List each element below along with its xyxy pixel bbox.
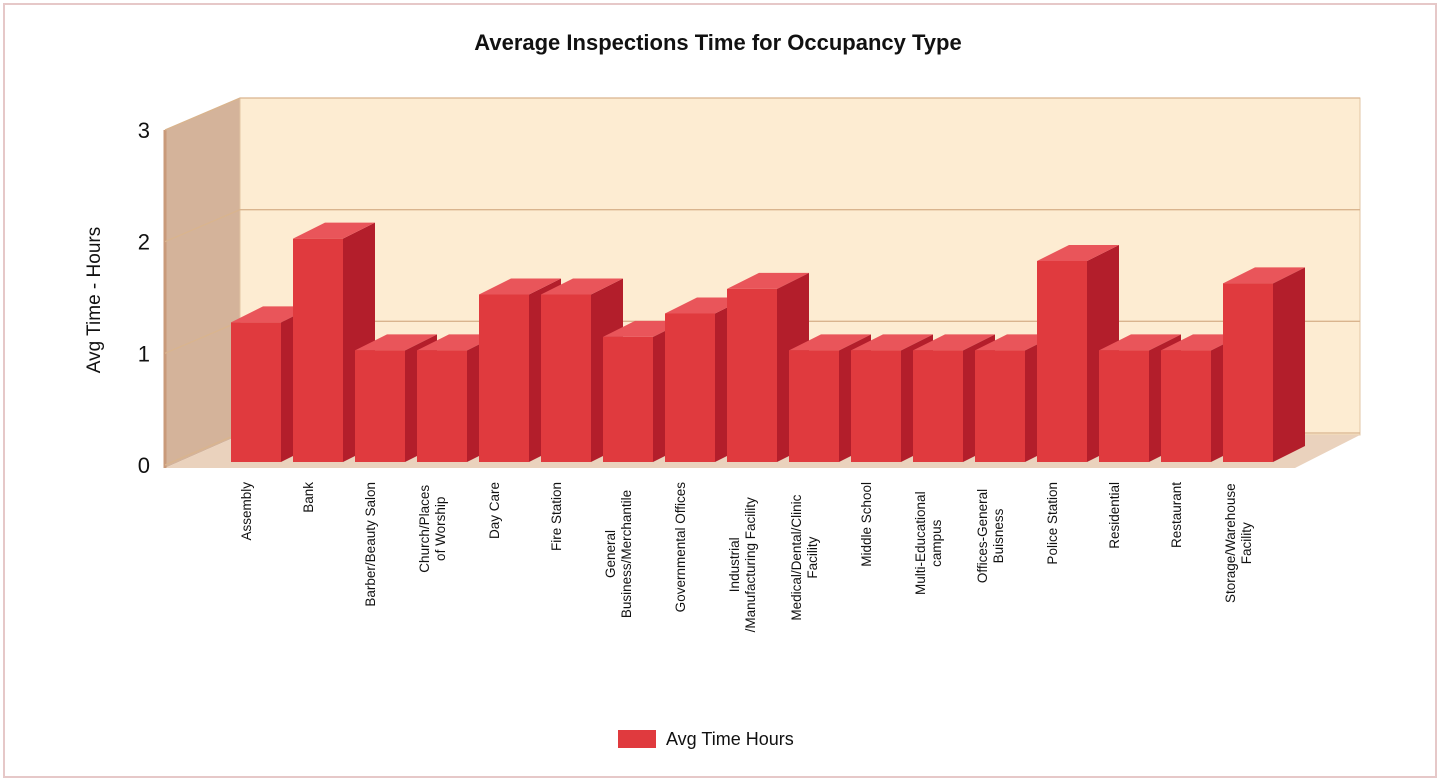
bar-top bbox=[293, 222, 375, 239]
bar-top bbox=[851, 334, 933, 351]
bar-front bbox=[1223, 283, 1273, 462]
y-tick-label: 3 bbox=[138, 118, 150, 143]
bar-front bbox=[665, 313, 715, 462]
bar-front bbox=[479, 294, 529, 462]
bar-front bbox=[1099, 350, 1149, 462]
x-tick-label: Residential bbox=[1107, 482, 1122, 549]
bar-top bbox=[603, 320, 685, 337]
x-tick-label: Church/Placesof Worship bbox=[417, 485, 448, 573]
bar-top bbox=[665, 297, 747, 314]
bar-top bbox=[1037, 245, 1119, 261]
x-tick-label: Multi-Educationalcampus bbox=[913, 491, 944, 595]
bar-top bbox=[1099, 334, 1181, 351]
bar-front bbox=[789, 350, 839, 462]
bar-top bbox=[355, 334, 437, 351]
side-wall bbox=[165, 98, 240, 468]
bar-front bbox=[975, 350, 1025, 462]
x-tick-label: Governmental Offices bbox=[673, 482, 688, 613]
x-tick-label: Restaurant bbox=[1169, 482, 1184, 548]
x-tick-label: Offices-GeneralBuisness bbox=[975, 489, 1006, 583]
bar-front bbox=[355, 350, 405, 462]
x-tick-label: Industrial/Manufacturing Facility bbox=[727, 497, 758, 632]
legend-label: Avg Time Hours bbox=[666, 729, 794, 749]
bar-top bbox=[1161, 334, 1243, 351]
x-tick-label: Barber/Beauty Salon bbox=[363, 482, 378, 607]
bar-front bbox=[913, 350, 963, 462]
bar-front bbox=[1161, 350, 1211, 462]
bar-front bbox=[293, 238, 343, 462]
x-tick-label: Middle School bbox=[859, 482, 874, 567]
bar-top bbox=[975, 334, 1057, 351]
x-tick-label: Storage/WarehouseFacility bbox=[1223, 483, 1254, 603]
chart-title: Average Inspections Time for Occupancy T… bbox=[474, 30, 961, 55]
x-tick-label: GeneralBusiness/Merchantile bbox=[603, 490, 634, 618]
bar-top bbox=[789, 334, 871, 351]
x-tick-label: Bank bbox=[301, 482, 316, 513]
y-tick-label: 0 bbox=[138, 453, 150, 478]
bar-top bbox=[541, 278, 623, 295]
x-tick-label: Fire Station bbox=[549, 482, 564, 551]
grid-line bbox=[164, 209, 1360, 243]
x-tick-label: Day Care bbox=[487, 482, 502, 539]
bar-top bbox=[913, 334, 995, 351]
bar-front bbox=[541, 294, 591, 462]
y-axis-label: Avg Time - Hours bbox=[84, 227, 105, 373]
bar-top bbox=[479, 278, 561, 295]
bar-top bbox=[231, 306, 313, 323]
grid-line bbox=[164, 97, 1360, 131]
bar-top bbox=[417, 334, 499, 351]
y-tick-label: 2 bbox=[138, 230, 150, 255]
bar-front bbox=[727, 288, 777, 462]
bar-front bbox=[603, 336, 653, 462]
bar bbox=[1223, 267, 1305, 462]
bar-front bbox=[851, 350, 901, 462]
x-tick-label: Medical/Dental/ClinicFacility bbox=[789, 494, 820, 620]
bar-front bbox=[417, 350, 467, 462]
bar-top bbox=[1223, 267, 1305, 284]
bar-top bbox=[727, 272, 809, 289]
bar-side bbox=[1273, 267, 1305, 462]
bar-front bbox=[1037, 261, 1087, 462]
bar-front bbox=[231, 322, 281, 462]
legend-swatch bbox=[618, 730, 656, 748]
y-tick-label: 1 bbox=[138, 341, 150, 366]
x-tick-label: Police Station bbox=[1045, 482, 1060, 565]
x-tick-label: Assembly bbox=[239, 482, 254, 541]
bar bbox=[293, 222, 375, 462]
